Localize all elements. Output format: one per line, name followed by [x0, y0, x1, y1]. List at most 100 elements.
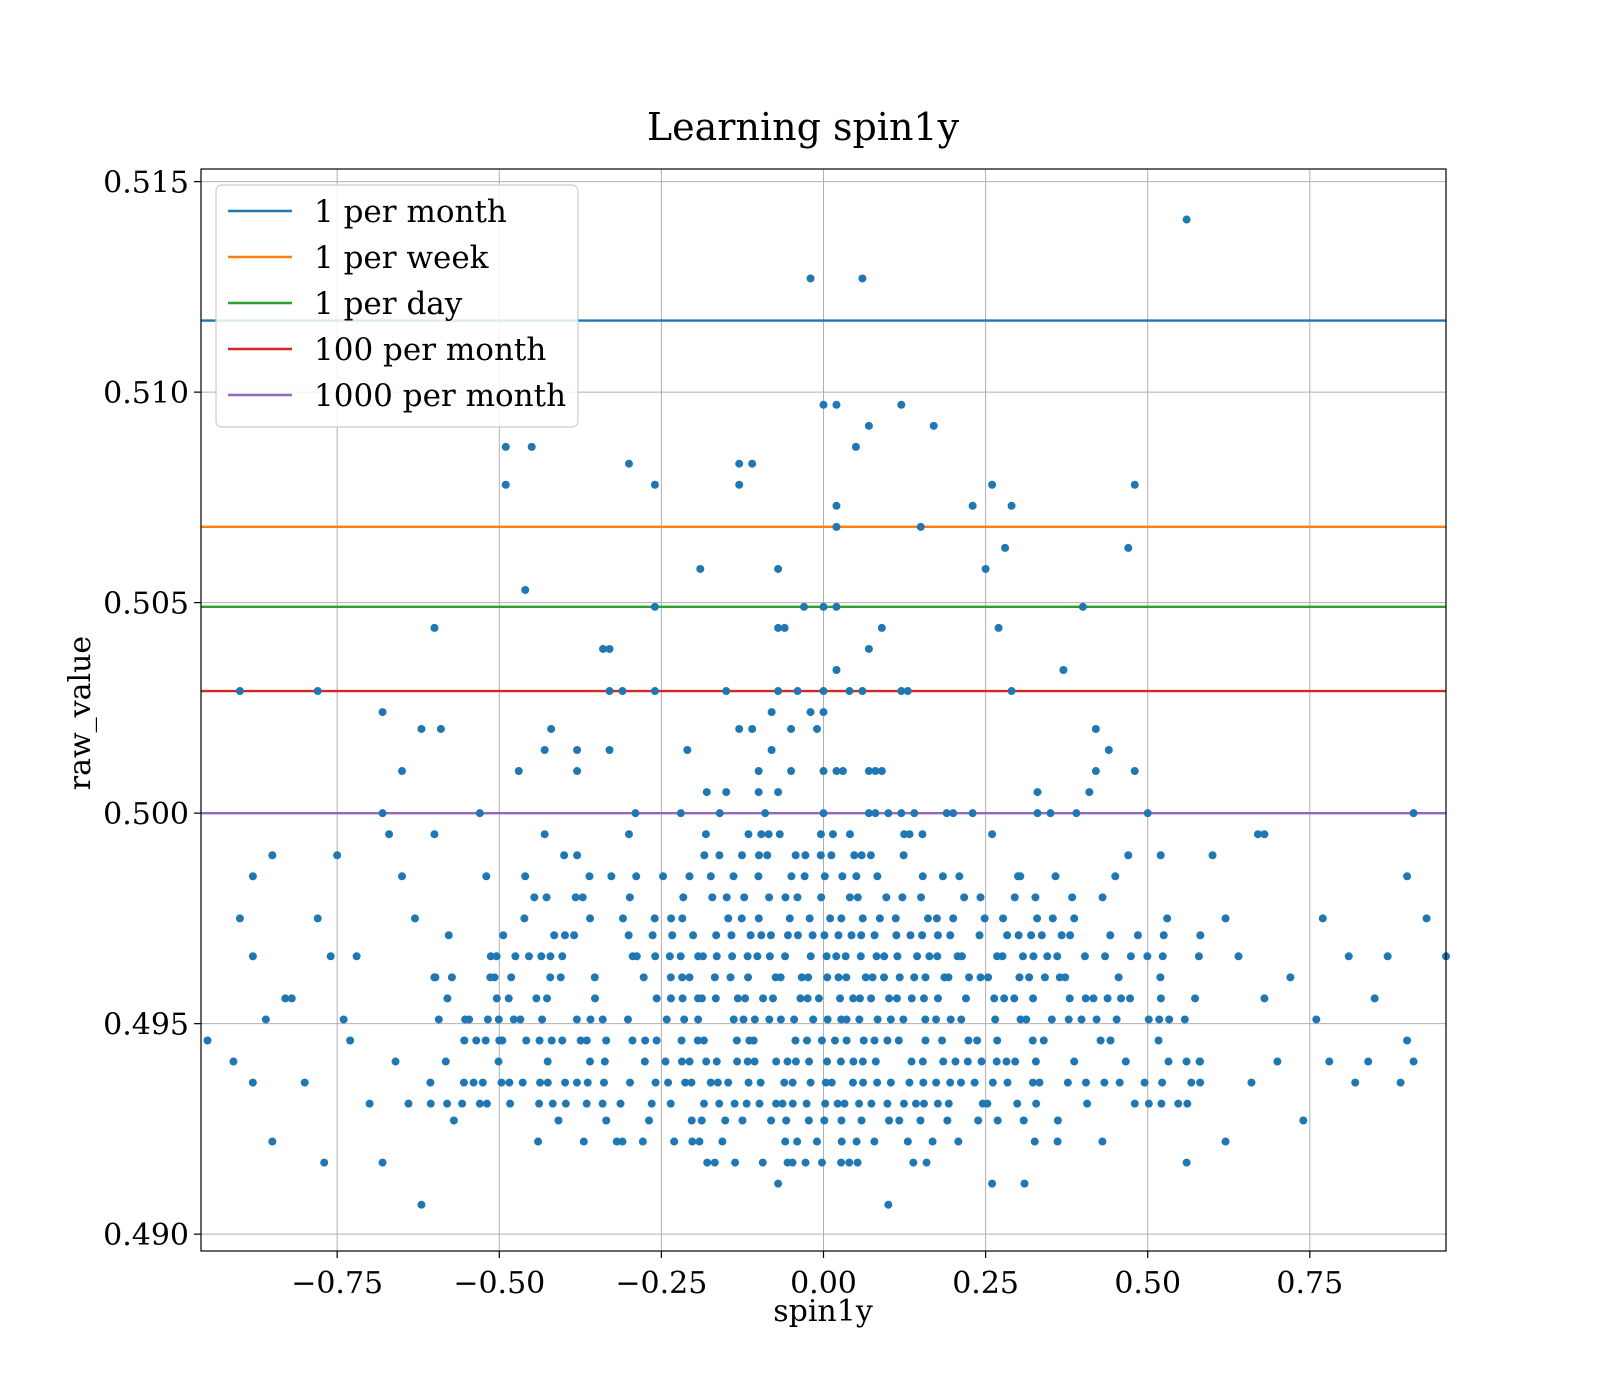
data-point	[990, 994, 999, 1003]
data-point	[313, 687, 322, 696]
data-point	[1422, 914, 1431, 923]
data-point	[918, 872, 927, 881]
data-point	[696, 564, 705, 573]
data-point	[1299, 1116, 1308, 1125]
data-point	[817, 1036, 826, 1045]
data-point	[632, 952, 641, 961]
data-point	[806, 274, 815, 283]
data-point	[1156, 851, 1165, 860]
data-point	[892, 994, 901, 1003]
data-point	[737, 914, 746, 923]
data-point	[590, 973, 599, 982]
data-point	[1159, 931, 1168, 940]
data-point	[721, 1116, 730, 1125]
data-point	[842, 1015, 851, 1024]
data-point	[570, 931, 579, 940]
data-point	[842, 1036, 851, 1045]
data-point	[933, 952, 942, 961]
data-point	[938, 1036, 947, 1045]
data-point	[543, 1057, 552, 1066]
data-point	[591, 994, 600, 1003]
data-point	[702, 788, 711, 797]
data-point	[579, 1137, 588, 1146]
data-point	[1053, 1137, 1062, 1146]
data-point	[855, 1015, 864, 1024]
data-point	[1196, 1057, 1205, 1066]
data-point	[1106, 931, 1115, 940]
data-point	[804, 973, 813, 982]
data-point	[740, 893, 749, 902]
data-point	[560, 931, 569, 940]
data-point	[821, 1099, 830, 1108]
data-point	[1000, 994, 1009, 1003]
data-point	[1027, 931, 1036, 940]
data-point	[333, 851, 342, 860]
data-point	[836, 994, 845, 1003]
data-point	[861, 973, 870, 982]
data-point	[712, 1057, 721, 1066]
data-point	[1111, 872, 1120, 881]
data-point	[505, 1078, 514, 1087]
data-point	[893, 952, 902, 961]
data-point	[729, 872, 738, 881]
data-point	[918, 830, 927, 839]
data-point	[1383, 952, 1392, 961]
data-point	[651, 952, 660, 961]
data-point	[731, 1158, 740, 1167]
data-point	[585, 872, 594, 881]
data-point	[756, 1078, 765, 1087]
data-point	[535, 1036, 544, 1045]
data-point	[802, 1036, 811, 1045]
data-point	[814, 994, 823, 1003]
data-point	[826, 914, 835, 923]
data-point	[954, 1137, 963, 1146]
data-point	[819, 687, 828, 696]
data-point	[616, 1099, 625, 1108]
data-point	[851, 442, 860, 451]
data-point	[524, 952, 533, 961]
data-point	[1403, 872, 1412, 881]
data-point	[547, 724, 556, 733]
data-point	[320, 1158, 329, 1167]
data-point	[1070, 914, 1079, 923]
data-point	[639, 973, 648, 982]
data-point	[776, 1015, 785, 1024]
data-point	[783, 1057, 792, 1066]
data-point	[853, 1158, 862, 1167]
data-point	[793, 931, 802, 940]
data-point	[1053, 1116, 1062, 1125]
data-point	[605, 644, 614, 653]
data-point	[624, 931, 633, 940]
data-point	[668, 931, 677, 940]
data-point	[516, 1015, 525, 1024]
data-point	[1370, 994, 1379, 1003]
data-point	[864, 644, 873, 653]
data-point	[248, 952, 257, 961]
data-point	[391, 1057, 400, 1066]
data-point	[1015, 973, 1024, 982]
chart-title: Learning spin1y	[647, 105, 960, 149]
data-point	[783, 931, 792, 940]
data-point	[909, 1158, 918, 1167]
data-point	[837, 1137, 846, 1146]
data-point	[641, 1036, 650, 1045]
data-point	[522, 1036, 531, 1045]
data-point	[895, 973, 904, 982]
data-point	[973, 1036, 982, 1045]
data-point	[816, 851, 825, 860]
data-point	[1158, 952, 1167, 961]
data-point	[897, 687, 906, 696]
data-point	[735, 724, 744, 733]
data-point	[626, 1078, 635, 1087]
data-point	[605, 745, 614, 754]
data-point	[761, 809, 770, 818]
data-point	[905, 1078, 914, 1087]
data-point	[426, 1078, 435, 1087]
data-point	[550, 931, 559, 940]
data-point	[899, 851, 908, 860]
data-point	[980, 914, 989, 923]
data-point	[248, 1078, 257, 1087]
legend-box	[215, 184, 579, 428]
data-point	[748, 459, 757, 468]
data-point	[776, 973, 785, 982]
